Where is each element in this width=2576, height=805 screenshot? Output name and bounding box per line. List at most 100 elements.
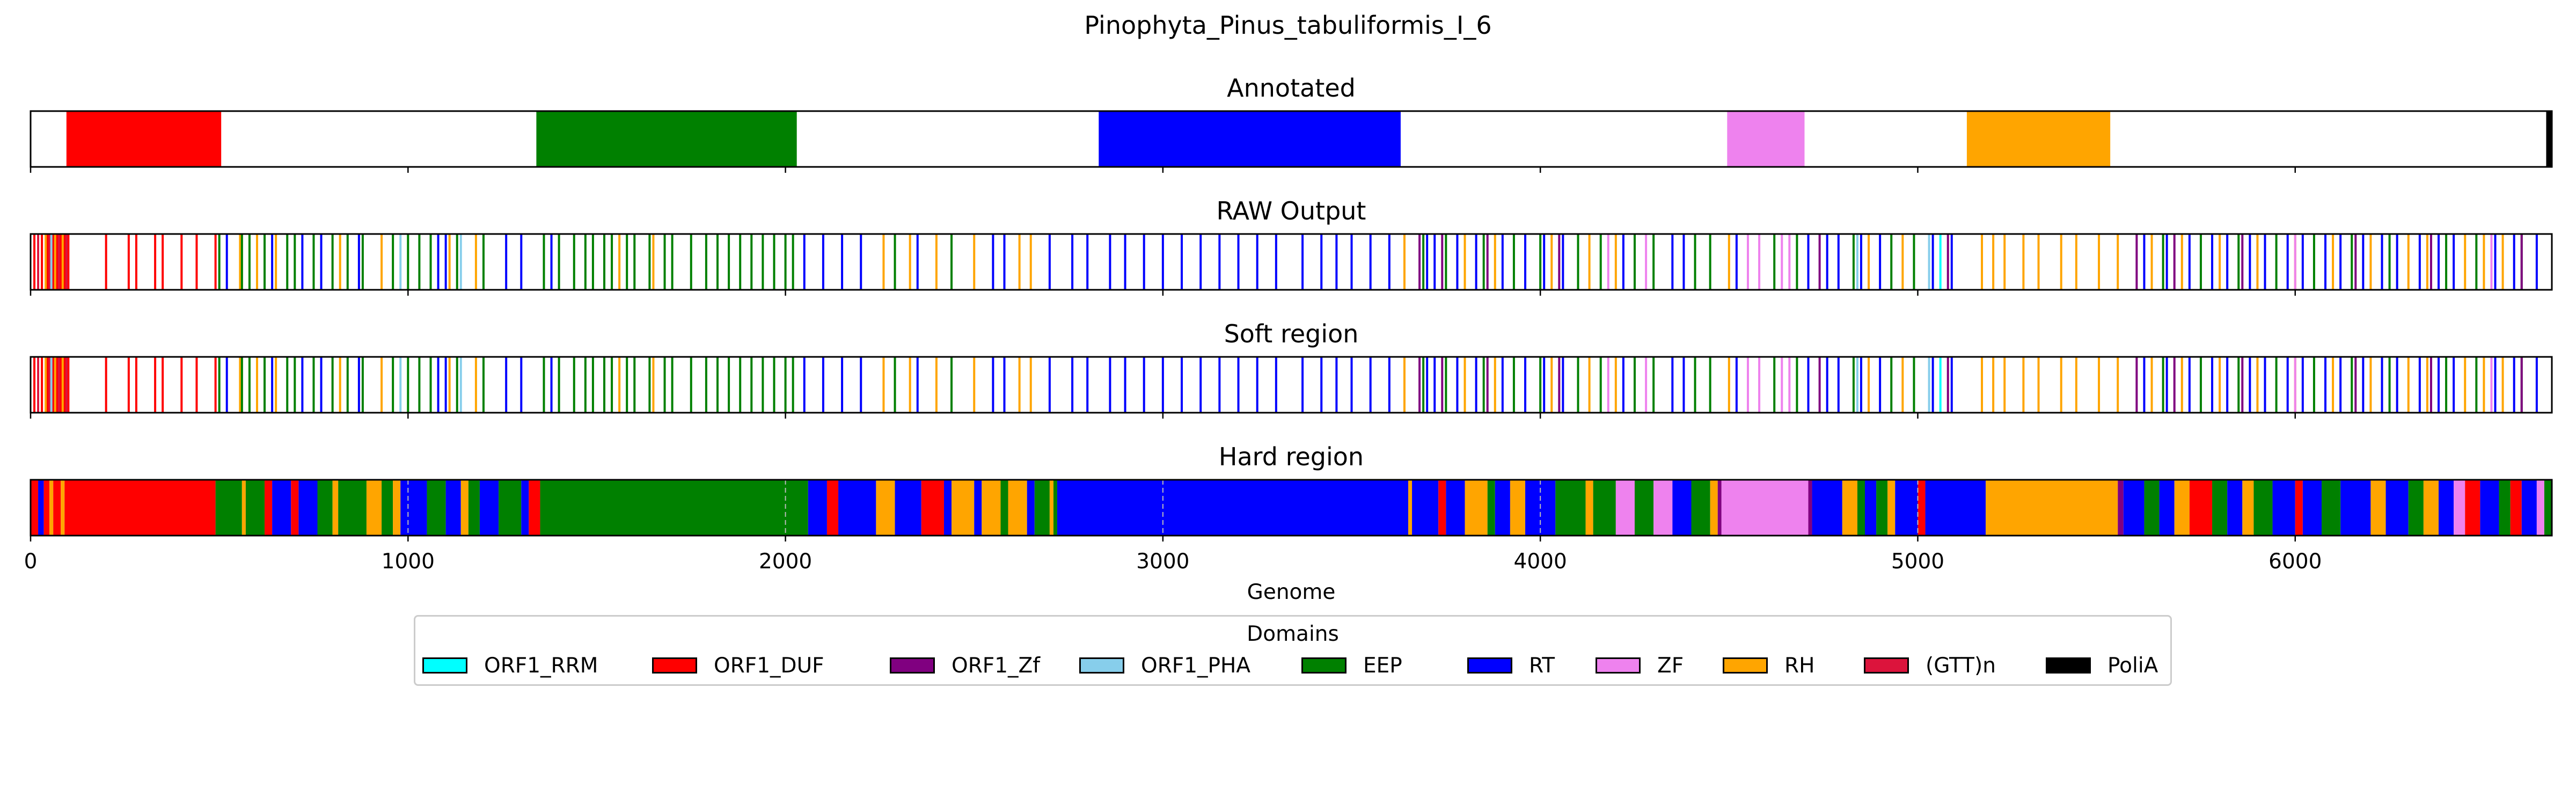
- segment-rt: [2385, 480, 2409, 536]
- segment-rt: [1027, 480, 1035, 536]
- segment-rh: [2242, 480, 2254, 536]
- legend-entry-eep: EEP: [1301, 653, 1402, 678]
- segment-eep: [2321, 480, 2341, 536]
- legend-entry-orf1rrm: ORF1_RRM: [422, 653, 598, 678]
- legend-swatch: [422, 657, 467, 674]
- legend-swatch: [1467, 657, 1512, 674]
- segment-orf1duf: [2189, 480, 2213, 536]
- segment-rt: [400, 480, 427, 536]
- panel-frame: [30, 233, 2553, 291]
- segment-eep: [427, 480, 446, 536]
- panel-annotated: Annotated: [30, 74, 2553, 173]
- panel-frame: [30, 356, 2553, 414]
- segment-eep: [540, 480, 808, 536]
- segment-orf1duf: [2465, 480, 2480, 536]
- panel-background: [31, 234, 2552, 290]
- segment-rh: [1842, 480, 1857, 536]
- segment-orf1duf: [2510, 480, 2522, 536]
- segment-eep: [499, 480, 522, 536]
- panel-title: Hard region: [1219, 442, 1364, 471]
- segment-rt: [2227, 480, 2243, 536]
- panel-title: Annotated: [1227, 74, 1356, 103]
- segment-eep: [215, 480, 242, 536]
- legend-label: (GTT)n: [1926, 653, 1996, 678]
- legend-label: RH: [1784, 653, 1815, 678]
- panel-soft-region: Soft region: [30, 319, 2553, 419]
- segment-rt: [445, 480, 461, 536]
- legend-swatch: [652, 657, 697, 674]
- segment-eep: [2408, 480, 2424, 536]
- segment-eep: [2544, 480, 2552, 536]
- segment-rh: [332, 480, 339, 536]
- segment-orf1duf: [1918, 480, 1926, 536]
- segment-rt: [2272, 480, 2295, 536]
- segment-orf1duf: [921, 480, 944, 536]
- segment-eep: [468, 480, 480, 536]
- segment-rt: [1812, 480, 1842, 536]
- segment-rh: [2174, 480, 2190, 536]
- legend-label: ORF1_PHA: [1141, 653, 1251, 678]
- segment-rt: [1925, 480, 1986, 536]
- segment-rh: [1710, 480, 1718, 536]
- legend-label: ZF: [1657, 653, 1684, 678]
- legend-swatch: [1864, 657, 1909, 674]
- segment-rt: [272, 480, 291, 536]
- segment-eep: [1857, 480, 1865, 536]
- segment-rh: [460, 480, 469, 536]
- segment-rt: [38, 480, 44, 536]
- segment-eep: [1000, 480, 1008, 536]
- segment-orf1duf: [291, 480, 299, 536]
- legend-entry-gttn: (GTT)n: [1864, 653, 1996, 678]
- segment-rt: [298, 480, 318, 536]
- segment-eep: [245, 480, 265, 536]
- segment-eep: [2212, 480, 2228, 536]
- segment-zf: [1615, 480, 1635, 536]
- x-tick-label: 5000: [1891, 550, 1944, 574]
- segment-orf1duf: [265, 480, 273, 536]
- segment-orf1zf: [1717, 480, 1722, 536]
- legend-swatch: [1079, 657, 1124, 674]
- legend-entry-orf1duf: ORF1_DUF: [652, 653, 824, 678]
- figure-title: Pinophyta_Pinus_tabuliformis_I_6: [1084, 11, 1491, 40]
- segment-rh: [1986, 480, 2118, 536]
- legend-entry-polia: PoliA: [2046, 653, 2158, 678]
- segment-rt: [521, 480, 529, 536]
- legend-entry-rt: RT: [1467, 653, 1555, 678]
- panel-title: Soft region: [1224, 319, 1359, 348]
- legend-entry-zf: ZF: [1596, 653, 1684, 678]
- segment-rt: [808, 480, 827, 536]
- legend-swatch: [2046, 657, 2091, 674]
- segment-orf1duf: [2295, 480, 2303, 536]
- segment-rh: [2370, 480, 2386, 536]
- segment-rh: [876, 480, 895, 536]
- segment-eep: [338, 480, 367, 536]
- x-tick-label: 6000: [2268, 550, 2322, 574]
- segment-rh: [241, 480, 246, 536]
- panel-frame: [30, 479, 2553, 537]
- segment-orf1duf: [826, 480, 839, 536]
- segment-orf1duf: [43, 480, 50, 536]
- segment-rt: [2439, 480, 2454, 536]
- panel-hard-region: Hard region: [30, 442, 2553, 541]
- x-axis: 0 1000 2000 3000 4000 5000 6000: [24, 550, 2322, 574]
- segment-rh: [1887, 480, 1896, 536]
- segment-orf1duf: [1438, 480, 1446, 536]
- segment-rt: [974, 480, 982, 536]
- segment-rh: [1585, 480, 1593, 536]
- segment-rt: [1446, 480, 1465, 536]
- segment-eep: [1634, 480, 1654, 536]
- legend-label: RT: [1529, 653, 1555, 678]
- segment-rh: [393, 480, 401, 536]
- segment-zf: [1721, 480, 1809, 536]
- x-axis-label: Genome: [1247, 580, 1336, 604]
- segment-eep: [2144, 480, 2160, 536]
- segment-rh: [49, 480, 54, 536]
- segment-orf1duf: [529, 480, 540, 536]
- legend-entry-rh: RH: [1723, 653, 1814, 678]
- legend-swatch: [1596, 657, 1641, 674]
- legend-entry-orf1pha: ORF1_PHA: [1079, 653, 1250, 678]
- segment-zf: [1727, 111, 1805, 167]
- segment-eep: [317, 480, 333, 536]
- segment-orf1zf: [2118, 480, 2124, 536]
- segment-rt: [2340, 480, 2371, 536]
